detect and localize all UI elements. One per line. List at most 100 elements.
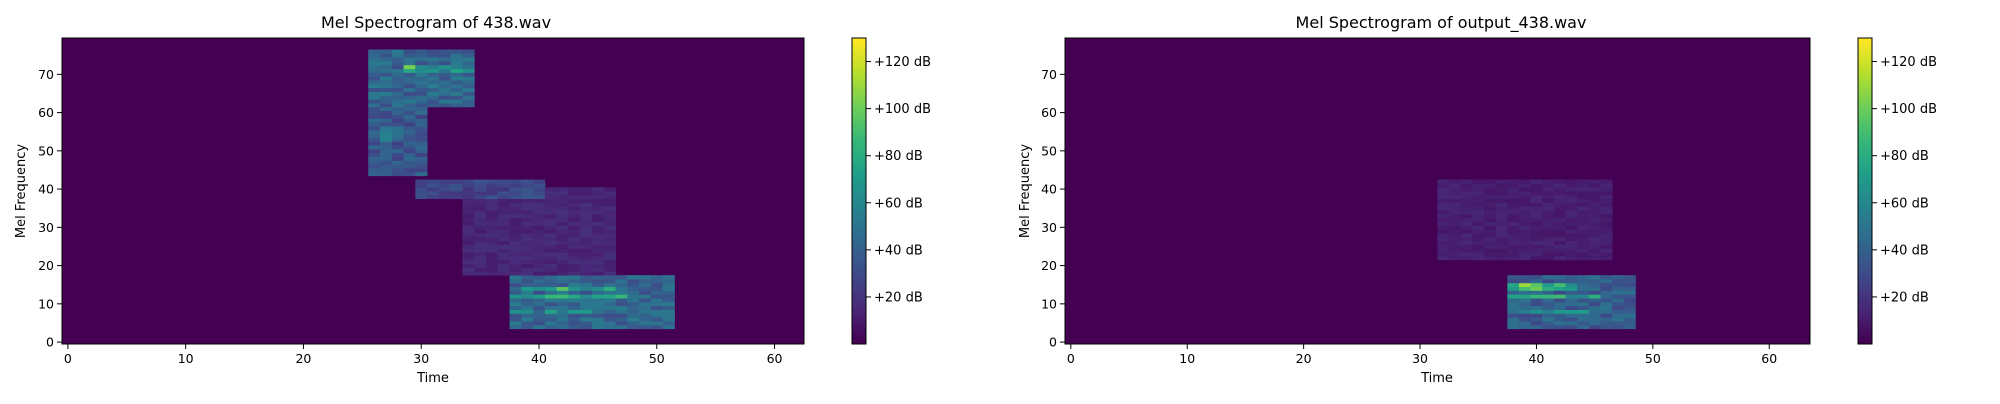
heatmap-cell (521, 278, 534, 284)
colorbar-segment (852, 225, 866, 230)
heatmap-cell (603, 317, 616, 322)
heatmap-cell (1484, 236, 1497, 242)
heatmap-cell (368, 168, 381, 173)
colorbar-segment (1858, 332, 1872, 337)
heatmap-cell (391, 152, 404, 157)
heatmap-cell (403, 53, 416, 58)
heatmap-cell (486, 183, 499, 188)
heatmap-cell (603, 294, 616, 299)
heatmap-cell (603, 278, 616, 284)
heatmap-cell (1565, 324, 1578, 330)
heatmap-cell (603, 301, 616, 307)
heatmap-cell (474, 183, 487, 188)
heatmap-cell (603, 305, 616, 310)
heatmap-cell (1565, 191, 1578, 196)
heatmap-cell (615, 309, 628, 314)
heatmap-cell (1542, 298, 1555, 303)
heatmap-cell (521, 244, 534, 249)
colorbar-segment (852, 217, 866, 223)
heatmap-cell (1600, 309, 1613, 314)
heatmap-cell (556, 213, 569, 219)
heatmap-cell (1600, 229, 1613, 234)
heatmap-cell (1577, 244, 1590, 249)
heatmap-cell (403, 106, 416, 112)
y-tick-label: 10 (1041, 296, 1057, 311)
heatmap-cell (556, 301, 569, 307)
heatmap-cell (368, 114, 381, 119)
heatmap-cell (1588, 298, 1601, 303)
heatmap-cell (1449, 202, 1462, 207)
heatmap-cell (1530, 252, 1543, 257)
heatmap-cell (380, 99, 393, 104)
heatmap-cell (462, 229, 475, 234)
heatmap-cell (486, 244, 499, 249)
heatmap-cell (486, 256, 499, 261)
heatmap-cell (450, 183, 463, 188)
heatmap-cell (533, 252, 546, 257)
colorbar-segment (1858, 183, 1872, 188)
heatmap-cell (368, 106, 381, 112)
heatmap-cell (639, 313, 652, 318)
heatmap-cell (1518, 294, 1532, 299)
colorbar-segment (1858, 76, 1872, 81)
colorbar-segment (852, 57, 866, 62)
heatmap-cell (556, 256, 569, 261)
heatmap-cell (592, 221, 605, 226)
heatmap-cell (486, 263, 499, 268)
heatmap-cell (391, 114, 404, 119)
heatmap-cell (521, 221, 534, 226)
heatmap-cell (544, 191, 558, 196)
heatmap-cell (580, 305, 593, 310)
heatmap-cell (403, 137, 416, 142)
heatmap-cell (592, 309, 605, 314)
heatmap-cell (415, 80, 428, 85)
heatmap-cell (1565, 248, 1578, 253)
heatmap-cell (1495, 179, 1508, 184)
heatmap-cell (1518, 187, 1532, 192)
colorbar-segment (1858, 137, 1872, 142)
heatmap-cell (1588, 229, 1601, 234)
heatmap-cell (1565, 321, 1578, 326)
heatmap-cell (568, 248, 581, 253)
colorbar-segment (1858, 301, 1872, 307)
heatmap-cell (603, 202, 616, 207)
heatmap-cell (568, 298, 581, 303)
heatmap-cell (556, 187, 569, 192)
colorbar-segment (1858, 145, 1872, 150)
x-tick-label: 20 (295, 351, 311, 366)
heatmap-cell (450, 64, 463, 70)
y-tick-label: 70 (1041, 67, 1057, 82)
heatmap-cell (580, 282, 593, 288)
heatmap-cell (391, 95, 404, 100)
heatmap-cell (1588, 210, 1601, 215)
heatmap-cell (592, 313, 605, 318)
heatmap-cell (533, 263, 546, 268)
heatmap-cell (1518, 221, 1532, 226)
heatmap-cell (1588, 198, 1601, 203)
heatmap-cell (1577, 194, 1590, 200)
heatmap-cell (415, 179, 428, 184)
heatmap-cell (1460, 225, 1473, 230)
heatmap-cell (1472, 248, 1485, 253)
heatmap-cell (580, 317, 593, 322)
heatmap-cell (1623, 298, 1636, 303)
heatmap-cell (415, 110, 428, 115)
heatmap-cell (438, 53, 452, 58)
heatmap-cell (603, 240, 616, 245)
heatmap-cell (1460, 194, 1473, 200)
heatmap-cell (1507, 294, 1520, 299)
heatmap-cell (568, 271, 581, 276)
heatmap-cell (391, 99, 404, 104)
heatmap-cell (1588, 290, 1601, 295)
heatmap-cell (486, 267, 499, 272)
y-tick-label: 20 (38, 258, 54, 273)
colorbar-segment (852, 256, 866, 261)
heatmap-cell (380, 49, 393, 54)
heatmap-cell (1600, 206, 1613, 211)
heatmap-cell (1542, 248, 1555, 253)
heatmap-cell (1600, 278, 1613, 284)
heatmap-cell (509, 275, 522, 280)
heatmap-cell (474, 229, 487, 234)
heatmap-cell (1577, 290, 1590, 295)
heatmap-cell (521, 294, 534, 299)
